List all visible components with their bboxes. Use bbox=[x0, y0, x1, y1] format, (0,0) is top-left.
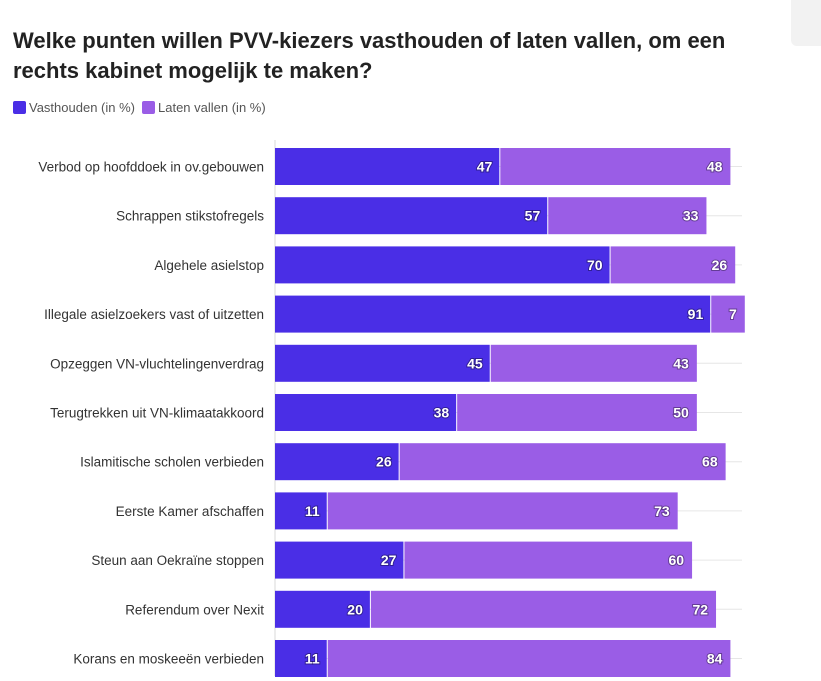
category-label: Korans en moskeeën verbieden bbox=[73, 652, 264, 667]
bar-laten-vallen bbox=[610, 246, 736, 284]
chart-title: Welke punten willen PVV-kiezers vasthoud… bbox=[13, 28, 726, 83]
value-label-vasthouden: 47 bbox=[477, 159, 493, 175]
value-label-laten-vallen: 68 bbox=[702, 454, 718, 470]
category-label: Schrappen stikstofregels bbox=[116, 209, 264, 224]
value-label-vasthouden: 57 bbox=[525, 208, 541, 224]
category-label: Steun aan Oekraïne stoppen bbox=[91, 553, 264, 568]
bar-vasthouden bbox=[275, 197, 548, 235]
bar-vasthouden bbox=[275, 394, 457, 431]
bar-vasthouden bbox=[275, 443, 399, 481]
bar-vasthouden bbox=[275, 246, 610, 284]
bar-vasthouden bbox=[275, 590, 370, 628]
category-label: Algehele asielstop bbox=[154, 258, 264, 273]
category-label: Islamitische scholen verbieden bbox=[80, 455, 264, 470]
value-label-laten-vallen: 60 bbox=[668, 552, 684, 568]
bar-laten-vallen bbox=[711, 295, 745, 333]
value-label-vasthouden: 91 bbox=[688, 306, 704, 322]
bar-laten-vallen bbox=[457, 394, 697, 431]
value-label-laten-vallen: 48 bbox=[707, 159, 723, 175]
legend: Vasthouden (in %) Laten vallen (in %) bbox=[13, 100, 269, 115]
value-label-laten-vallen: 43 bbox=[673, 355, 689, 371]
legend-label-laten-vallen: Laten vallen (in %) bbox=[158, 100, 266, 115]
bar-vasthouden bbox=[275, 640, 327, 677]
value-label-laten-vallen: 73 bbox=[654, 503, 670, 519]
legend-swatch-vasthouden bbox=[13, 101, 26, 114]
value-label-laten-vallen: 72 bbox=[692, 601, 708, 617]
value-label-vasthouden: 11 bbox=[305, 651, 320, 667]
value-label-vasthouden: 27 bbox=[381, 552, 397, 568]
value-label-laten-vallen: 50 bbox=[673, 405, 689, 421]
value-label-vasthouden: 20 bbox=[347, 601, 363, 617]
value-label-vasthouden: 70 bbox=[587, 257, 603, 273]
bar-vasthouden bbox=[275, 295, 711, 333]
legend-item-laten-vallen[interactable]: Laten vallen (in %) bbox=[142, 100, 266, 115]
bar-vasthouden bbox=[275, 344, 490, 382]
legend-item-vasthouden[interactable]: Vasthouden (in %) bbox=[13, 100, 135, 115]
bar-laten-vallen bbox=[490, 344, 697, 382]
value-label-laten-vallen: 84 bbox=[707, 651, 723, 667]
value-label-vasthouden: 45 bbox=[467, 355, 483, 371]
category-label: Verbod op hoofddoek in ov.gebouwen bbox=[38, 160, 264, 175]
bar-laten-vallen bbox=[500, 148, 731, 185]
bar-laten-vallen bbox=[370, 590, 717, 628]
corner-panel bbox=[791, 0, 821, 46]
value-label-vasthouden: 26 bbox=[376, 454, 392, 470]
bar-vasthouden bbox=[275, 541, 404, 579]
bar-laten-vallen bbox=[404, 541, 693, 579]
category-label: Eerste Kamer afschaffen bbox=[116, 504, 264, 519]
value-label-laten-vallen: 7 bbox=[729, 306, 737, 322]
value-label-vasthouden: 38 bbox=[434, 405, 450, 421]
legend-swatch-laten-vallen bbox=[142, 101, 155, 114]
value-label-vasthouden: 11 bbox=[305, 503, 320, 519]
category-label: Illegale asielzoekers vast of uitzetten bbox=[44, 307, 264, 322]
category-label: Referendum over Nexit bbox=[125, 602, 264, 617]
category-label: Opzeggen VN-vluchtelingenverdrag bbox=[50, 356, 264, 371]
bar-laten-vallen bbox=[327, 492, 678, 530]
bar-vasthouden bbox=[275, 148, 500, 185]
value-label-laten-vallen: 26 bbox=[712, 257, 728, 273]
value-label-laten-vallen: 33 bbox=[683, 208, 699, 224]
legend-label-vasthouden: Vasthouden (in %) bbox=[29, 100, 135, 115]
category-label: Terugtrekken uit VN-klimaatakkoord bbox=[50, 406, 264, 421]
bar-laten-vallen bbox=[548, 197, 707, 235]
bar-laten-vallen bbox=[327, 640, 731, 677]
bar-laten-vallen bbox=[399, 443, 726, 481]
bar-vasthouden bbox=[275, 492, 327, 530]
